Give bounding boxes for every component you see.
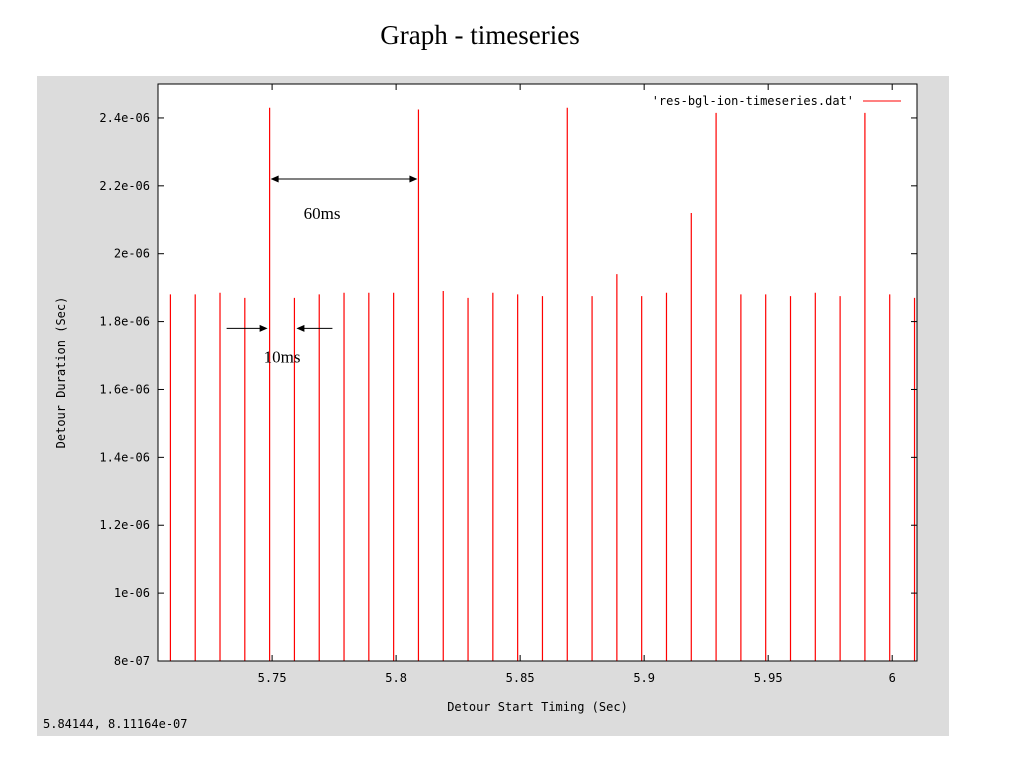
y-tick-label: 1.4e-06 [99,450,150,464]
interval-60ms-label: 60ms [304,204,341,223]
legend: 'res-bgl-ion-timeseries.dat' [652,94,901,108]
y-tick-label: 1.6e-06 [99,382,150,396]
y-tick-label: 2.4e-06 [99,111,150,125]
legend-label: 'res-bgl-ion-timeseries.dat' [652,94,854,108]
x-tick-label: 5.85 [506,671,535,685]
arrow-head [270,175,279,183]
y-tick-label: 2.2e-06 [99,179,150,193]
x-tick-label: 6 [889,671,896,685]
plot-frame [157,83,918,662]
arrow-head [259,324,268,332]
plot-window[interactable]: 5.75 5.8 5.85 5.9 5.95 6 8e-07 1e-06 1.2e-06 1.4e… [37,76,949,736]
y-tick-label: 2e-06 [114,247,150,261]
x-tick-label: 5.8 [385,671,407,685]
y-tick-label: 8e-07 [114,654,150,668]
plot-area [158,84,917,661]
arrow-head [409,175,418,183]
interval-10ms-label: 10ms [264,347,301,366]
y-axis-label: Detour Duration (Sec) [54,297,68,449]
y-tick-label: 1.8e-06 [99,315,150,329]
x-axis-label: Detour Start Timing (Sec) [447,700,628,714]
timeseries-chart[interactable]: 5.75 5.8 5.85 5.9 5.95 6 8e-07 1e-06 1.2e-06 1.4e… [37,76,949,736]
y-tick-label: 1.2e-06 [99,518,150,532]
x-tick-label: 5.9 [633,671,655,685]
x-tick-label: 5.95 [754,671,783,685]
cursor-coordinates: 5.84144, 8.11164e-07 [43,717,188,731]
x-tick-label: 5.75 [258,671,287,685]
arrow-head [296,324,305,332]
slide-title: Graph - timeseries [380,20,580,50]
y-tick-label: 1e-06 [114,586,150,600]
